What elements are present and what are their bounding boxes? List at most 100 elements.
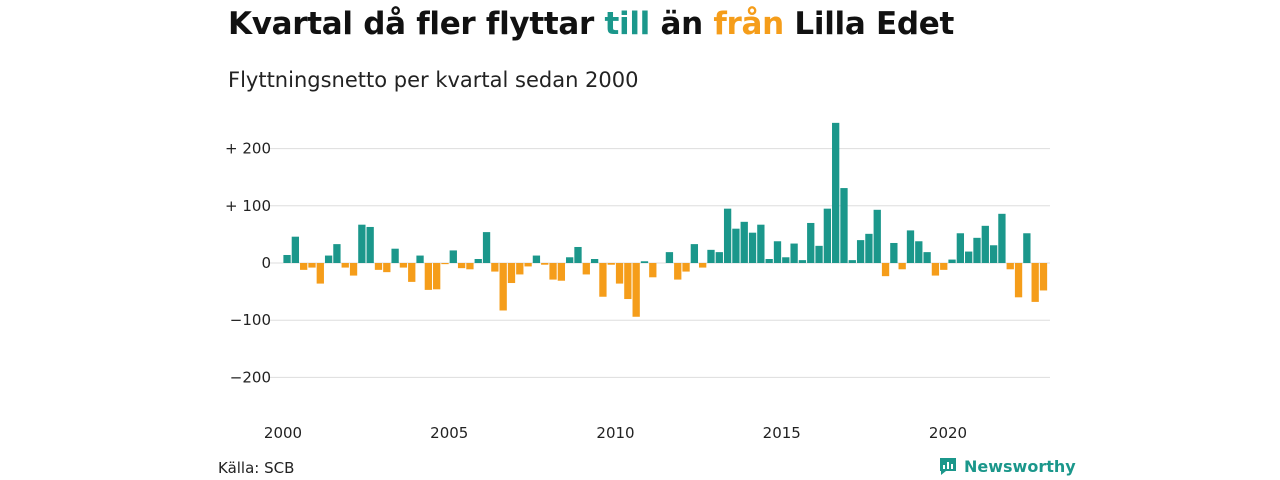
bar — [948, 259, 956, 263]
bar — [940, 263, 948, 270]
bar — [1031, 263, 1039, 302]
bar — [848, 260, 856, 263]
bar — [898, 263, 906, 270]
bar — [865, 233, 873, 263]
title-highlight-fran: från — [713, 6, 784, 42]
bar — [408, 263, 416, 282]
bars — [283, 122, 1048, 317]
bar — [424, 263, 433, 290]
bar — [790, 243, 798, 263]
x-axis-labels: 2000 2005 2010 2015 2020 — [264, 424, 967, 442]
bar — [557, 263, 566, 281]
bar — [474, 259, 482, 263]
bar — [873, 209, 881, 263]
bar — [283, 254, 291, 263]
bar — [1006, 263, 1014, 270]
bar — [399, 263, 408, 268]
bar — [840, 188, 848, 263]
x-tick-label: 2020 — [929, 424, 967, 442]
bar — [740, 221, 748, 263]
bar — [782, 257, 790, 263]
bar — [890, 242, 898, 263]
bar — [324, 255, 333, 263]
bar — [507, 263, 516, 284]
bar — [674, 263, 682, 280]
bar — [366, 226, 374, 263]
bar — [541, 263, 549, 265]
bar — [748, 232, 757, 263]
y-tick-label: −100 — [230, 311, 271, 329]
bar — [832, 122, 840, 263]
bar — [291, 236, 300, 263]
bar — [682, 263, 690, 272]
chart-title: Kvartal då fler flyttar till än från Lil… — [228, 6, 954, 42]
bar — [300, 263, 308, 270]
bar — [640, 261, 649, 263]
bar — [599, 263, 607, 297]
bar — [582, 263, 590, 275]
bar — [815, 245, 823, 263]
y-tick-label: + 100 — [225, 197, 271, 215]
y-axis-labels: + 200 + 100 0 −100 −200 — [225, 140, 271, 387]
title-part3: Lilla Edet — [783, 6, 954, 42]
bar — [723, 208, 732, 263]
bar — [757, 224, 765, 263]
bar — [457, 263, 466, 269]
newsworthy-logo-icon — [940, 458, 956, 475]
bar — [416, 255, 424, 263]
brand-name: Newsworthy — [964, 456, 1076, 476]
bar — [856, 240, 865, 263]
bar — [773, 241, 782, 263]
x-tick-label: 2010 — [596, 424, 634, 442]
bar — [707, 249, 715, 263]
bar — [931, 263, 940, 276]
bar — [524, 263, 532, 267]
bar — [549, 263, 557, 280]
bar — [690, 244, 699, 263]
bar — [665, 252, 674, 263]
x-tick-label: 2015 — [763, 424, 801, 442]
bar — [482, 232, 491, 263]
x-tick-label: 2005 — [430, 424, 468, 442]
bar — [632, 263, 640, 317]
bar — [433, 263, 441, 290]
bar — [981, 225, 989, 263]
bar — [715, 252, 723, 263]
source-label: Källa: SCB — [218, 459, 295, 477]
bar — [798, 260, 807, 263]
bar — [965, 251, 973, 263]
bar — [491, 263, 499, 272]
bar — [316, 263, 324, 284]
bar — [308, 263, 316, 268]
bar — [973, 237, 981, 263]
bar — [881, 263, 890, 277]
title-part1: Kvartal då fler flyttar — [228, 6, 605, 42]
bar — [590, 259, 599, 263]
title-part2: än — [649, 6, 714, 42]
bar — [699, 263, 707, 268]
bar — [358, 224, 366, 263]
bar — [341, 263, 349, 268]
bar — [383, 263, 391, 273]
bar — [998, 213, 1006, 263]
bar — [1039, 263, 1048, 291]
bar — [732, 228, 740, 263]
bar — [607, 263, 615, 265]
bar — [449, 250, 457, 263]
bar — [391, 248, 399, 263]
bar — [574, 246, 582, 263]
y-tick-label: −200 — [230, 368, 271, 386]
y-tick-label: + 200 — [225, 140, 271, 158]
bar — [956, 233, 965, 263]
bar — [333, 244, 341, 263]
bar — [823, 208, 832, 263]
title-highlight-till: till — [604, 6, 650, 42]
y-tick-label: 0 — [261, 254, 271, 272]
bar — [566, 257, 574, 263]
brand-logo[interactable]: Newsworthy — [938, 456, 1076, 476]
bar — [649, 263, 657, 278]
bar — [466, 263, 474, 270]
x-tick-label: 2000 — [264, 424, 302, 442]
bar — [615, 263, 624, 284]
